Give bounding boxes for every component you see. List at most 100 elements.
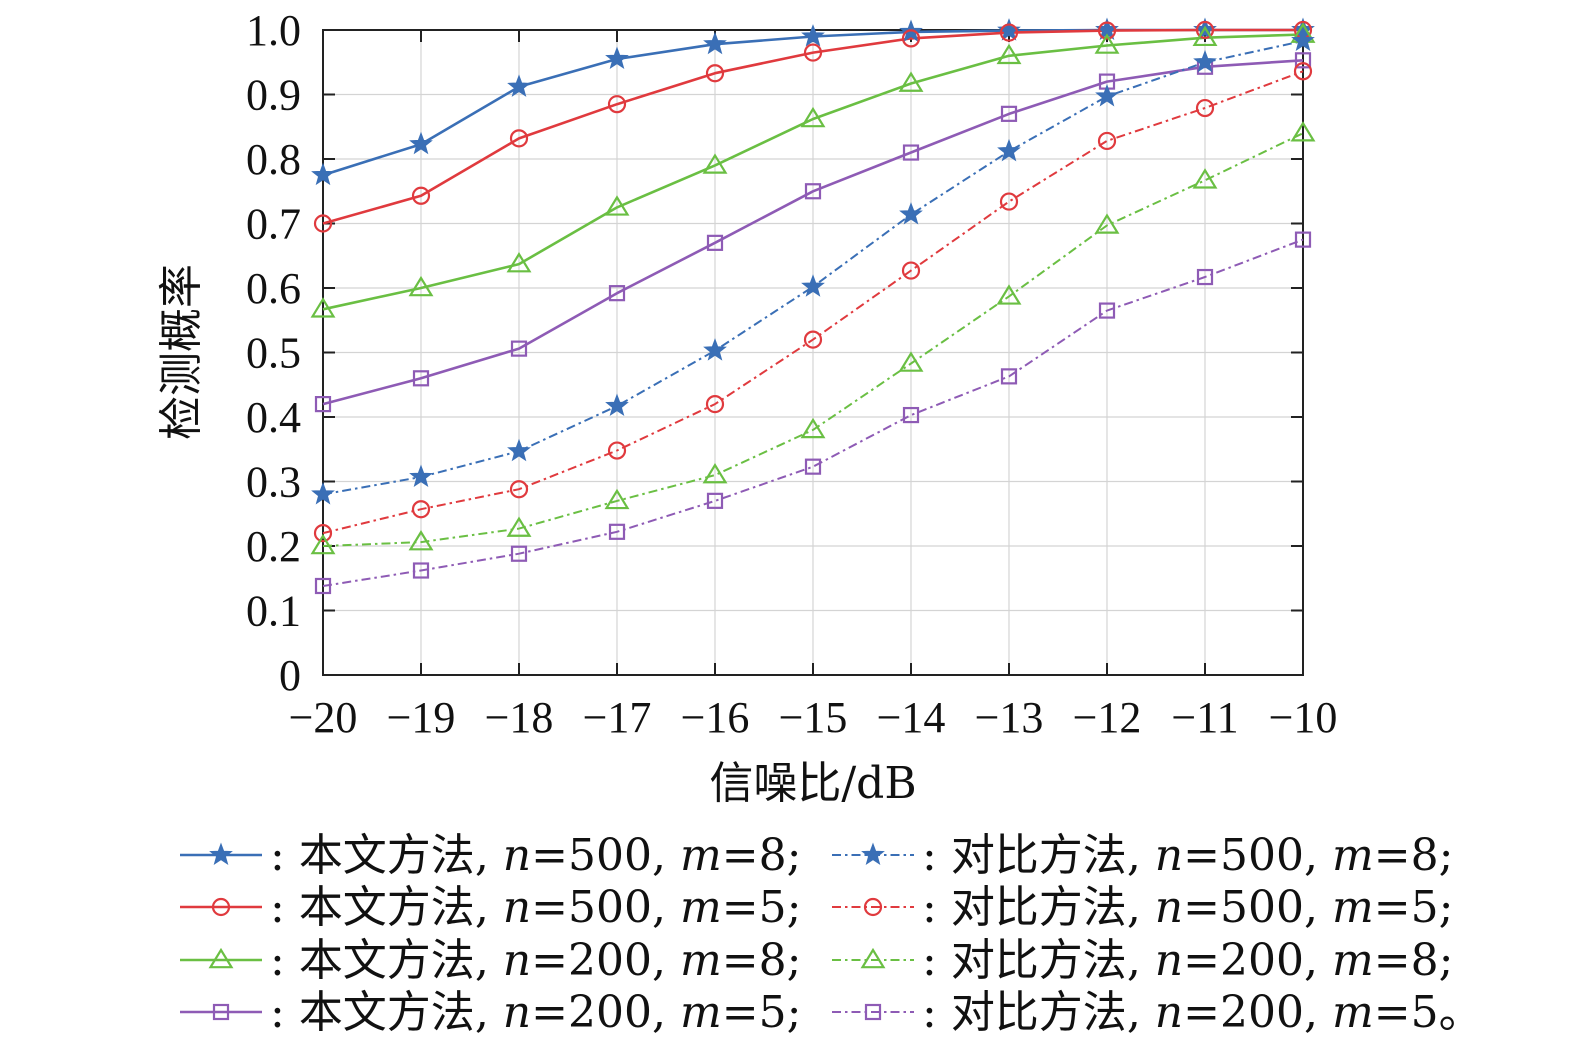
legend-marker-2 — [208, 947, 234, 969]
series-4-point — [703, 338, 727, 361]
series-7-point — [1000, 368, 1018, 385]
legend-marker-5 — [863, 897, 883, 917]
x-tick-label: −14 — [877, 693, 946, 742]
series-3-point — [510, 340, 528, 357]
y-tick-label: 0.2 — [246, 522, 301, 571]
legend-label-0: : 本文方法, n=500, m=8; — [270, 830, 801, 881]
legend-label-3: : 本文方法, n=200, m=5; — [270, 987, 801, 1038]
series-3-point — [706, 234, 724, 251]
x-tick-label: −20 — [289, 693, 358, 742]
series-6-point — [506, 516, 532, 537]
series-6-point — [702, 462, 728, 484]
series-2-point — [898, 71, 924, 92]
series-3-point — [412, 370, 430, 387]
series-3-point — [1000, 105, 1018, 122]
series-4-point — [801, 274, 825, 297]
series-1-point — [411, 186, 431, 205]
series-7-point — [1196, 268, 1214, 286]
series-3-point — [804, 183, 822, 200]
legend: : 本文方法, n=500, m=8;: 本文方法, n=500, m=5;: … — [180, 830, 1483, 1038]
series-4-point — [409, 464, 433, 488]
series-7-point — [412, 562, 430, 579]
legend-marker-4 — [861, 842, 885, 866]
series-1-point — [1097, 21, 1117, 40]
y-tick-label: 0.9 — [246, 71, 301, 120]
y-tick-label: 1.0 — [246, 6, 301, 55]
series-6-point — [1094, 213, 1120, 234]
y-tick-label: 0.4 — [246, 393, 301, 442]
series-4-point — [605, 393, 629, 417]
series-5-point — [901, 261, 921, 280]
series-line-5 — [322, 70, 1304, 535]
legend-marker-0 — [209, 842, 233, 866]
series-7-point — [510, 545, 528, 562]
series-3-point — [314, 396, 332, 413]
series-7-point — [804, 458, 822, 475]
series-2-point — [408, 275, 434, 297]
series-4-point — [997, 138, 1021, 162]
series-7-point — [1098, 302, 1116, 319]
legend-label-2: : 本文方法, n=200, m=8; — [270, 935, 801, 986]
series-line-6 — [322, 132, 1304, 547]
series-2-point — [604, 195, 630, 216]
y-tick-label: 0.6 — [246, 264, 301, 313]
x-axis-title: 信噪比/dB — [709, 758, 916, 809]
series-0-point — [997, 18, 1021, 41]
series-2-point — [506, 252, 532, 273]
y-axis-title: 检测概率 — [156, 264, 207, 440]
series-3-point — [1294, 52, 1312, 69]
series-1-point — [705, 64, 725, 83]
y-tick-label: 0.8 — [246, 135, 301, 184]
legend-marker-6 — [860, 947, 886, 969]
y-tick-label: 0.5 — [246, 329, 301, 378]
series-4-point — [1291, 28, 1315, 52]
series-4-point — [311, 481, 335, 505]
y-tick-label: 0 — [279, 651, 301, 700]
legend-label-5: : 对比方法, n=500, m=5; — [922, 882, 1453, 933]
legend-marker-3 — [212, 1003, 230, 1021]
legend-label-1: : 本文方法, n=500, m=5; — [270, 882, 801, 933]
series-4-point — [1193, 49, 1217, 73]
series-6-point — [310, 533, 336, 555]
x-tick-label: −13 — [975, 693, 1044, 742]
y-tick-label: 0.7 — [246, 200, 301, 249]
series-0-point — [703, 31, 727, 55]
series-line-4 — [322, 40, 1304, 496]
series-2-point — [702, 153, 728, 174]
series-6-point — [604, 488, 630, 510]
series-line-1 — [322, 28, 1303, 225]
series-6-point — [996, 284, 1022, 305]
series-3-point — [608, 285, 626, 302]
series-7-point — [314, 577, 332, 595]
series-7-point — [902, 406, 920, 424]
legend-label-7: : 对比方法, n=200, m=5。 — [922, 987, 1483, 1038]
grid — [323, 30, 1303, 675]
series-3-point — [902, 144, 920, 161]
series-4-point — [1095, 83, 1119, 107]
series-markers — [310, 17, 1316, 595]
series-6-point — [898, 351, 924, 372]
series-1-point — [901, 29, 921, 48]
series-7-point — [608, 523, 626, 540]
series-0-point — [605, 46, 629, 70]
series-1-point — [999, 23, 1019, 42]
legend-marker-7 — [864, 1003, 882, 1021]
x-tick-label: −11 — [1171, 693, 1238, 742]
series-5-point — [1195, 98, 1215, 118]
y-tick-labels: 0 0.1 0.2 0.3 0.4 0.5 0.6 0.7 0.8 0.9 1.0 — [246, 6, 301, 700]
series-2-point — [996, 43, 1022, 65]
x-tick-label: −12 — [1073, 693, 1142, 742]
series-7-point — [706, 492, 724, 509]
series-5-point — [803, 330, 823, 349]
x-tick-label: −16 — [681, 693, 750, 742]
series-0-point — [409, 131, 433, 155]
series-1-point — [607, 95, 627, 114]
legend-label-4: : 对比方法, n=500, m=8; — [922, 830, 1453, 881]
x-tick-label: −17 — [583, 693, 652, 742]
series-1-point — [313, 214, 333, 233]
legend-label-6: : 对比方法, n=200, m=8; — [922, 935, 1453, 986]
series-0-point — [311, 162, 335, 186]
series-5-point — [1293, 62, 1313, 81]
series-0-point — [507, 74, 531, 97]
